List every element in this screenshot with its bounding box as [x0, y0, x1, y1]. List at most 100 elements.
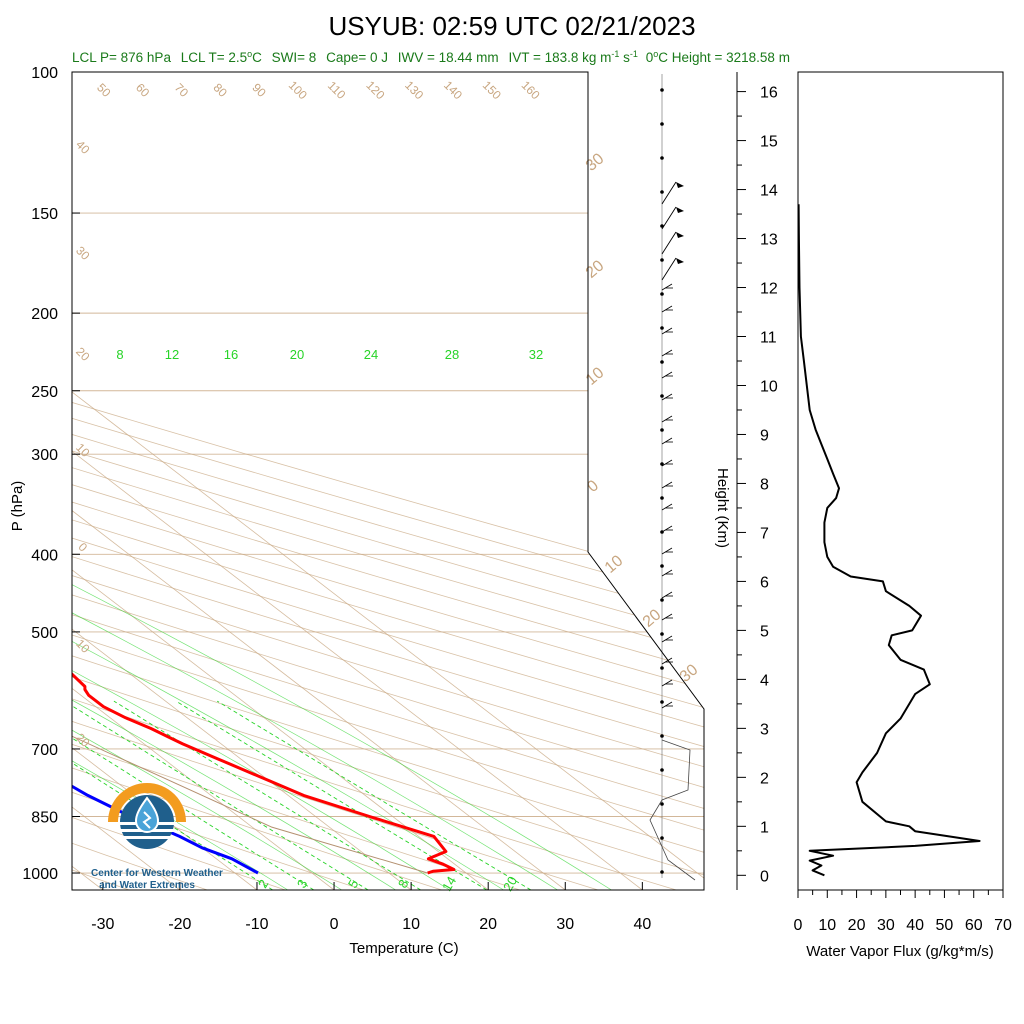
height-tick-label: 2	[760, 770, 769, 787]
temperature-tick-label: -20	[168, 916, 191, 933]
wind-barb	[662, 207, 676, 229]
isotherm--10	[0, 72, 257, 890]
wind-barb	[662, 258, 676, 280]
pressure-tick-label: 500	[31, 625, 58, 642]
flux-tick-label: 30	[877, 917, 895, 934]
parcel-path	[0, 72, 428, 873]
moist-adiabat	[0, 362, 612, 890]
flux-tick-label: 70	[994, 917, 1012, 934]
potential-temp-label: 130	[402, 78, 426, 102]
isotherm-40	[0, 72, 642, 890]
cw3e-logo: Center for Western Weather and Water Ext…	[91, 788, 223, 891]
moist-adiabat	[0, 362, 450, 890]
dry-adiabat	[0, 72, 754, 890]
height-tick-label: 10	[760, 378, 778, 395]
sounding-stats: LCL P= 876 hPa LCL T= 2.5oC SWI= 8 Cape=…	[72, 49, 790, 65]
flux-axis: 0 10 20 30 40 50 60 70	[794, 890, 1012, 934]
pressure-tick-label: 150	[31, 206, 58, 223]
potential-temp-label: 140	[441, 78, 465, 102]
flux-tick-label: 0	[794, 917, 803, 934]
wind-level-dot	[660, 122, 664, 126]
temp-label-right: 30	[583, 150, 608, 175]
flux-tick-label: 20	[848, 917, 866, 934]
temperature-axis-label: Temperature (C)	[349, 940, 458, 957]
height-tick-label: 8	[760, 476, 769, 493]
temperature-trace	[0, 213, 454, 873]
wind-pennant	[676, 258, 684, 264]
height-tick-label: 9	[760, 427, 769, 444]
height-tick-label: 0	[760, 868, 769, 885]
iwv-value: IWV = 18.44 mm	[398, 50, 499, 65]
wind-level-dot	[660, 870, 664, 874]
wind-pennant	[676, 207, 684, 213]
wind-barb	[662, 416, 672, 422]
flux-frame	[798, 72, 1003, 890]
pressure-tick-label: 700	[31, 742, 58, 759]
potential-temp-label: 100	[286, 78, 310, 102]
pressure-tick-label: 100	[31, 65, 58, 82]
cape-value: Cape= 0 J	[326, 50, 388, 65]
pressure-tick-label: 850	[31, 809, 58, 826]
potential-temp-label: 160	[519, 78, 543, 102]
wind-barb	[662, 680, 672, 686]
wind-barb	[662, 460, 672, 466]
wind-level-dot	[660, 292, 664, 296]
flux-tick-label: 60	[965, 917, 983, 934]
temperature-tick-label: 30	[556, 916, 574, 933]
mixing-ratio-label: 32	[529, 347, 543, 362]
freezing-level-height: C Height = 3218.58 m	[658, 50, 790, 65]
mixing-ratio-label: 3	[294, 877, 311, 891]
logo-line-2: and Water Extremes	[99, 880, 195, 891]
temp-label-right: 20	[583, 257, 608, 282]
dry-adiabat	[0, 72, 1024, 890]
lcl-temperature: LCL T= 2.5	[181, 50, 247, 65]
dry-adiabat-lines	[0, 72, 1024, 890]
temperature-tick-label: 0	[330, 916, 339, 933]
temperature-tick-label: 20	[479, 916, 497, 933]
mixing-ratio-label: 8	[116, 347, 123, 362]
dry-adiabat	[0, 72, 1024, 890]
isotherm-10	[0, 72, 411, 890]
temperature-tick-label: 10	[402, 916, 420, 933]
height-tick-label: 13	[760, 232, 778, 249]
pressure-tick-label: 1000	[22, 866, 58, 883]
wind-level-dot	[660, 768, 664, 772]
logo-emblem	[113, 788, 181, 849]
dry-adiabat	[0, 72, 1024, 890]
height-tick-label: 6	[760, 574, 769, 591]
dry-adiabat	[0, 72, 286, 890]
wind-barb	[662, 394, 672, 400]
temp-label-left: 30	[73, 243, 93, 263]
isotherm-20	[0, 72, 488, 890]
flux-axis-label: Water Vapor Flux (g/kg*m/s)	[806, 943, 994, 960]
dry-adiabat	[0, 72, 520, 890]
dry-adiabat	[0, 72, 1024, 890]
wind-barb	[662, 636, 672, 642]
wind-barb	[662, 592, 672, 598]
height-tick-label: 3	[760, 721, 769, 738]
wind-level-dot	[660, 258, 664, 262]
wind-level-dot	[660, 734, 664, 738]
temp-label-right: 10	[602, 552, 627, 577]
temp-label-left: 20	[73, 730, 93, 750]
pressure-tick-label: 250	[31, 384, 58, 401]
height-tick-label: 4	[760, 672, 769, 689]
wind-barb-low	[650, 740, 695, 880]
temperature-tick-label: -10	[245, 916, 268, 933]
height-axis: 012345678910111213141516	[737, 85, 778, 886]
potential-temp-label: 120	[363, 78, 387, 102]
pressure-tick-label: 300	[31, 447, 58, 464]
potential-temp-label: 60	[133, 80, 153, 100]
mixing-ratio-label: 5	[345, 877, 362, 891]
mixing-ratio-label: 8	[395, 877, 412, 891]
wind-level-dot	[660, 632, 664, 636]
dry-adiabat	[0, 72, 1024, 890]
flux-tick-label: 50	[936, 917, 954, 934]
wind-level-dot	[660, 598, 664, 602]
flux-tick-label: 40	[906, 917, 924, 934]
flux-tick-label: 10	[818, 917, 836, 934]
potential-temp-label: 70	[172, 80, 192, 100]
potential-temp-label: 110	[325, 78, 349, 102]
wind-level-dot	[660, 428, 664, 432]
